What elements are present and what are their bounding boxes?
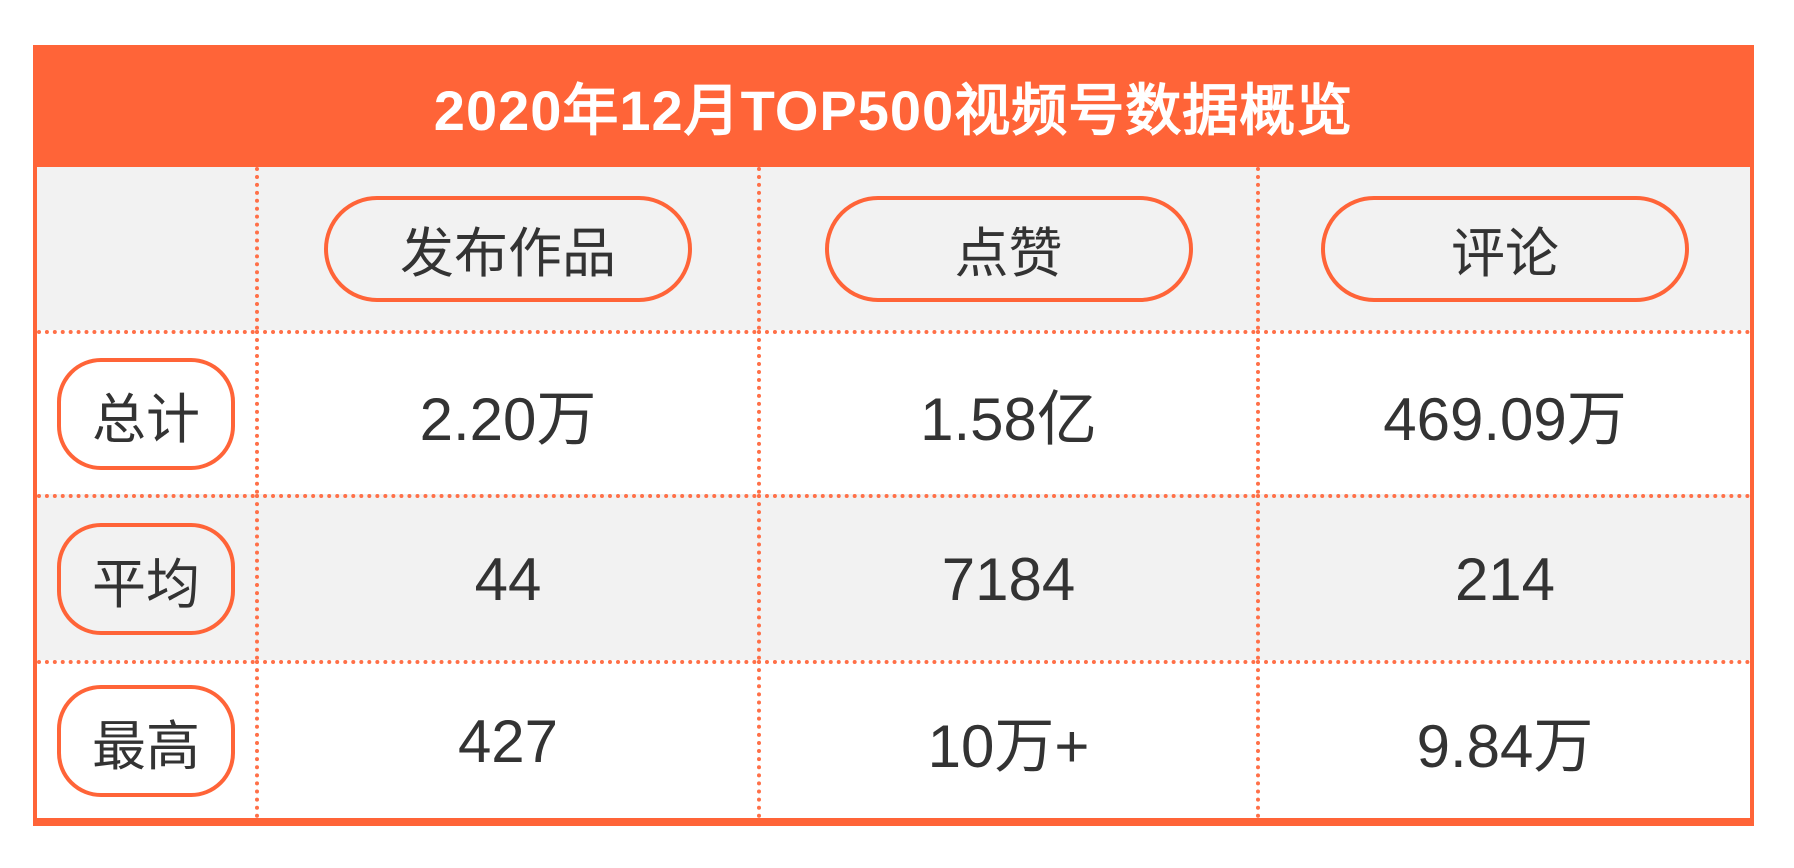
value-total-published: 2.20万	[255, 330, 757, 494]
corner-cell	[37, 167, 255, 330]
value-total-comments: 469.09万	[1256, 330, 1750, 494]
value-average-comments: 214	[1256, 494, 1750, 660]
column-header-cell-comments: 评论	[1256, 167, 1750, 330]
row-label-cell-average: 平均	[37, 494, 255, 660]
row-label-cell-total: 总计	[37, 330, 255, 494]
value-max-likes: 10万+	[757, 660, 1256, 818]
table-title: 2020年12月TOP500视频号数据概览	[433, 78, 1354, 142]
row-pill-max: 最高	[57, 685, 235, 797]
row-pill-total: 总计	[57, 358, 235, 470]
title-banner: 2020年12月TOP500视频号数据概览	[33, 45, 1754, 167]
value-average-published: 44	[255, 494, 757, 660]
column-pill-likes: 点赞	[824, 195, 1193, 302]
column-pill-comments: 评论	[1321, 195, 1689, 302]
table-grid: 发布作品 点赞 评论 总计 2.20万 1.58亿 469.09万 平均 44 …	[33, 167, 1754, 826]
data-overview-table: 2020年12月TOP500视频号数据概览 发布作品 点赞 评论 总计 2.20…	[33, 45, 1754, 826]
value-max-comments: 9.84万	[1256, 660, 1750, 818]
row-pill-average: 平均	[57, 523, 235, 635]
value-total-likes: 1.58亿	[757, 330, 1256, 494]
row-label-cell-max: 最高	[37, 660, 255, 818]
column-header-cell-likes: 点赞	[757, 167, 1256, 330]
column-header-cell-published: 发布作品	[255, 167, 757, 330]
value-max-published: 427	[255, 660, 757, 818]
value-average-likes: 7184	[757, 494, 1256, 660]
column-pill-published-works: 发布作品	[324, 195, 692, 302]
